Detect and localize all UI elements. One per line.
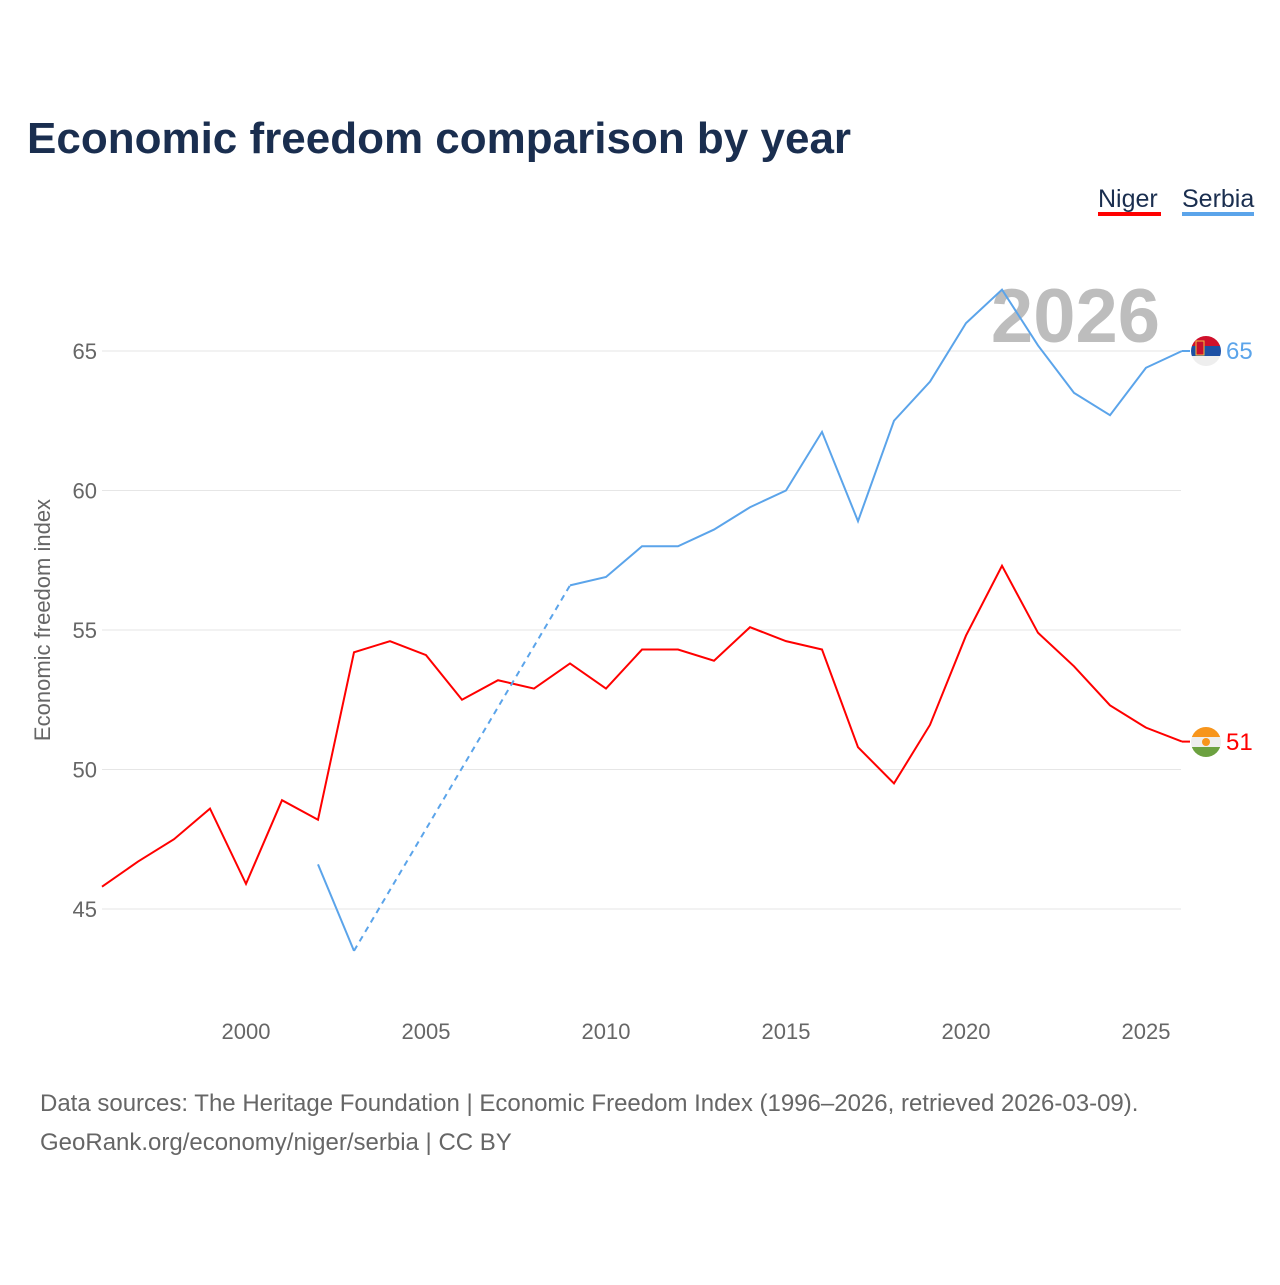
y-axis: 45 50 55 60 65	[73, 339, 97, 922]
current-year-label: 2026	[991, 274, 1160, 359]
legend-serbia-swatch	[1182, 212, 1254, 216]
y-tick-label: 45	[73, 897, 97, 922]
x-tick-label: 2015	[762, 1019, 811, 1044]
y-axis-label: Economic freedom index	[30, 499, 55, 741]
serbia-flag-icon	[1191, 336, 1221, 366]
y-tick-label: 55	[73, 618, 97, 643]
chart-title: Economic freedom comparison by year	[27, 114, 851, 163]
serbia-line	[317, 863, 355, 952]
serbia-end-label: 65	[1226, 338, 1253, 365]
footer-link[interactable]: GeoRank.org/economy/niger/serbia | CC BY	[40, 1129, 512, 1156]
x-tick-label: 2005	[402, 1019, 451, 1044]
y-tick-label: 60	[73, 479, 97, 504]
x-tick-label: 2010	[582, 1019, 631, 1044]
y-tick-label: 65	[73, 339, 97, 364]
niger-end-label: 51	[1226, 729, 1253, 756]
legend-serbia[interactable]: Serbia	[1182, 185, 1254, 213]
footer-source: Data sources: The Heritage Foundation | …	[40, 1090, 1138, 1117]
niger-line	[101, 563, 1183, 888]
serbia-gap-line	[353, 584, 571, 952]
legend-niger[interactable]: Niger	[1098, 185, 1158, 213]
legend: Niger Serbia	[1098, 185, 1254, 216]
x-tick-label: 2025	[1122, 1019, 1171, 1044]
serbia-line	[569, 288, 1183, 587]
legend-niger-swatch	[1098, 212, 1161, 216]
x-tick-label: 2000	[222, 1019, 271, 1044]
series-lines	[101, 288, 1190, 952]
y-tick-label: 50	[73, 758, 97, 783]
gridlines	[102, 350, 1181, 910]
x-axis: 2000 2005 2010 2015 2020 2025	[222, 1019, 1171, 1044]
x-tick-label: 2020	[942, 1019, 991, 1044]
niger-flag-icon	[1191, 727, 1221, 757]
